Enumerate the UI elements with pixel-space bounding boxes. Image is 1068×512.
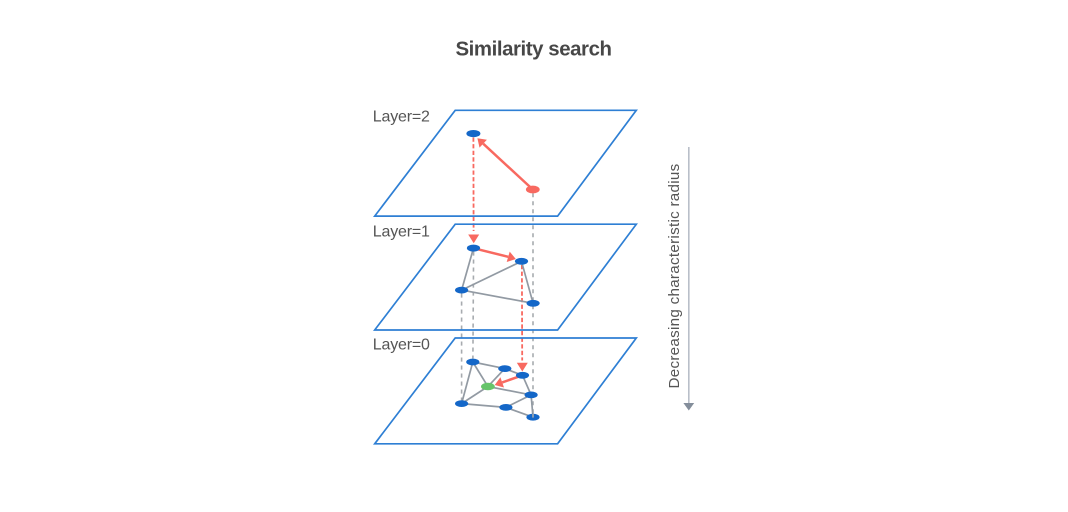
svg-text:Layer=2: Layer=2 [373, 108, 430, 125]
svg-text:Decreasing characteristic radi: Decreasing characteristic radius [666, 163, 683, 388]
svg-text:Layer=0: Layer=0 [373, 336, 430, 353]
svg-text:Layer=1: Layer=1 [373, 223, 430, 240]
svg-text:Similarity search: Similarity search [455, 39, 611, 61]
